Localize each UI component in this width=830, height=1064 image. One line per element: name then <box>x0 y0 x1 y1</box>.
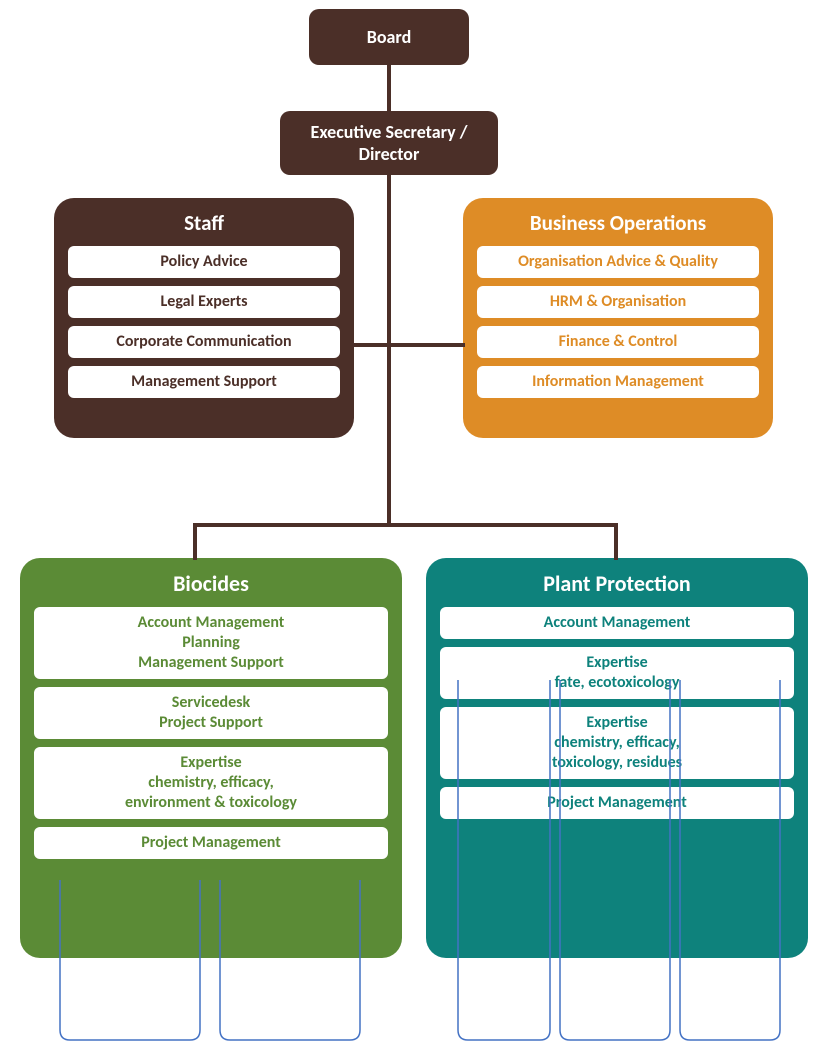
panel-item-line: Organisation Advice & Quality <box>485 252 751 272</box>
panel-item-line: Account Management <box>448 613 786 633</box>
panel-item: Account ManagementPlanningManagement Sup… <box>34 607 388 679</box>
node-board: Board <box>309 9 469 65</box>
panel-item: ServicedeskProject Support <box>34 687 388 739</box>
panel-item: Information Management <box>477 366 759 398</box>
panel-item-line: Management Support <box>42 653 380 673</box>
panel-item-line: Finance & Control <box>485 332 751 352</box>
node-director-label: Executive Secretary / Director <box>280 121 498 165</box>
panel-staff: Staff Policy Advice Legal Experts Corporat… <box>54 198 354 438</box>
panel-item-line: Policy Advice <box>76 252 332 272</box>
panel-staff-title: Staff <box>68 210 340 236</box>
panel-item-line: environment & toxicology <box>42 793 380 813</box>
panel-item-line: Management Support <box>76 372 332 392</box>
panel-item: Account Management <box>440 607 794 639</box>
panel-item: Project Management <box>440 787 794 819</box>
node-board-label: Board <box>367 26 412 48</box>
panel-plant-protection: Plant Protection Account Management Exper… <box>426 558 808 958</box>
panel-item-line: HRM & Organisation <box>485 292 751 312</box>
panel-biocides: Biocides Account ManagementPlanningManag… <box>20 558 402 958</box>
panel-biocides-items: Account ManagementPlanningManagement Sup… <box>34 607 388 859</box>
panel-item: Management Support <box>68 366 340 398</box>
panel-business-operations: Business Operations Organisation Advice … <box>463 198 773 438</box>
panel-item: Organisation Advice & Quality <box>477 246 759 278</box>
panel-item-line: Project Support <box>42 713 380 733</box>
panel-item: Expertisefate, ecotoxicology <box>440 647 794 699</box>
panel-item-line: Account Management <box>42 613 380 633</box>
panel-bizops-title: Business Operations <box>477 210 759 236</box>
panel-item: Project Management <box>34 827 388 859</box>
node-director: Executive Secretary / Director <box>280 111 498 175</box>
panel-item-line: Corporate Communication <box>76 332 332 352</box>
panel-item-line: Project Management <box>42 833 380 853</box>
panel-item-line: Legal Experts <box>76 292 332 312</box>
panel-item-line: toxicology, residues <box>448 753 786 773</box>
panel-item: HRM & Organisation <box>477 286 759 318</box>
panel-item-line: Project Management <box>448 793 786 813</box>
org-chart: Board Executive Secretary / Director Sta… <box>0 0 830 1064</box>
panel-item-line: fate, ecotoxicology <box>448 673 786 693</box>
panel-item-line: Servicedesk <box>42 693 380 713</box>
panel-item-line: Information Management <box>485 372 751 392</box>
panel-item: Policy Advice <box>68 246 340 278</box>
panel-item: Corporate Communication <box>68 326 340 358</box>
panel-item: Finance & Control <box>477 326 759 358</box>
panel-item-line: Expertise <box>448 653 786 673</box>
panel-item-line: Expertise <box>42 753 380 773</box>
panel-bizops-items: Organisation Advice & Quality HRM & Organ… <box>477 246 759 398</box>
panel-plant-title: Plant Protection <box>440 570 794 597</box>
panel-item-line: Planning <box>42 633 380 653</box>
panel-item-line: chemistry, efficacy, <box>42 773 380 793</box>
panel-biocides-title: Biocides <box>34 570 388 597</box>
panel-item: Expertisechemistry, efficacy,environment… <box>34 747 388 819</box>
panel-item: Expertisechemistry, efficacy,toxicology,… <box>440 707 794 779</box>
panel-item-line: Expertise <box>448 713 786 733</box>
panel-staff-items: Policy Advice Legal Experts Corporate Comm… <box>68 246 340 398</box>
panel-item: Legal Experts <box>68 286 340 318</box>
panel-plant-items: Account ManagementExpertisefate, ecotoxi… <box>440 607 794 819</box>
panel-item-line: chemistry, efficacy, <box>448 733 786 753</box>
